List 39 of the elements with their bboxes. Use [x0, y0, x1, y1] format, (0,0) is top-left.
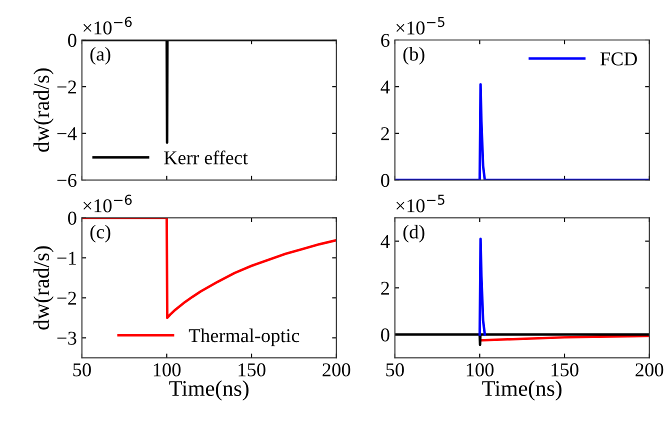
- x-tick-label: 150: [552, 363, 578, 376]
- y-tick-label: −3: [57, 332, 76, 345]
- y-tick-label: 6: [381, 34, 390, 47]
- x-axis-title: Time(ns): [169, 380, 249, 400]
- text: ×10$^{−5}$: [396, 16, 444, 35]
- y-axis-title: dw(rad/s): [33, 68, 54, 152]
- legend-label: Thermal-optic: [188, 328, 300, 346]
- x-tick-label: 100: [154, 363, 181, 376]
- y-tick-label: 0: [68, 34, 76, 47]
- text: ×10$^{−5}$: [396, 194, 444, 212]
- y-tick-label: 0: [68, 212, 76, 225]
- annotation: (c): [90, 224, 110, 242]
- y-tick-label: −6: [57, 174, 76, 187]
- x-tick-label: 200: [636, 363, 664, 376]
- x-tick-label: 50: [386, 363, 404, 376]
- x-tick-label: 200: [322, 363, 350, 376]
- legend-label: Kerr effect: [164, 150, 248, 164]
- legend-label: FCD: [600, 52, 637, 66]
- x-axis-title: Time(ns): [482, 380, 562, 400]
- text: ×10$^{−6}$: [83, 194, 132, 212]
- annotation: (a): [90, 46, 110, 65]
- y-axis-title: dw(rad/s): [33, 246, 54, 330]
- y-tick-label: −2: [57, 80, 76, 94]
- annotation: (d): [403, 224, 424, 242]
- y-tick-label: 2: [381, 127, 389, 140]
- text: ×10$^{−6}$: [83, 16, 132, 34]
- annotation: (b): [403, 46, 424, 65]
- x-tick-label: 100: [466, 363, 494, 376]
- y-tick-label: 4: [380, 235, 390, 248]
- y-tick-label: −1: [57, 252, 76, 265]
- line-series: [478, 238, 486, 336]
- y-tick-label: 2: [381, 282, 389, 295]
- y-tick-label: 4: [380, 80, 390, 94]
- y-tick-label: −2: [57, 292, 76, 305]
- x-tick-label: 50: [73, 363, 91, 376]
- y-tick-label: 0: [381, 174, 390, 187]
- y-tick-label: −4: [57, 127, 77, 140]
- x-tick-label: 150: [238, 363, 266, 376]
- y-tick-label: 0: [381, 328, 390, 342]
